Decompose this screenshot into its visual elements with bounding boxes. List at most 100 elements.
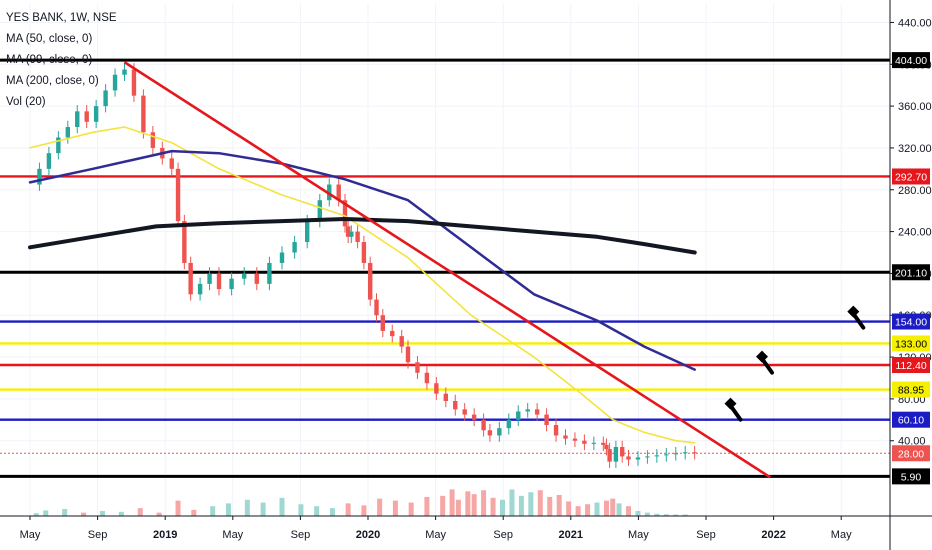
candle-body: [229, 278, 234, 290]
volume-bar: [81, 512, 87, 516]
volume-bar: [137, 508, 143, 516]
y-tick-label: 240.00: [898, 227, 932, 239]
candle-body: [254, 273, 259, 284]
volume-bar: [408, 502, 414, 516]
candle-body: [175, 168, 181, 222]
candle-body: [84, 111, 89, 122]
chart-title: YES BANK, 1W, NSE: [6, 12, 117, 24]
candle-body: [197, 283, 203, 295]
price-level-badge: [892, 335, 930, 352]
y-tick-label: 320.00: [898, 143, 932, 155]
candle-body: [601, 442, 606, 445]
candle-body: [374, 299, 379, 316]
candle-body: [607, 449, 612, 462]
candle-body: [345, 226, 351, 237]
candle-body: [46, 153, 52, 169]
y-tick-label: 280.00: [898, 185, 932, 197]
candle-body: [673, 453, 678, 455]
volume-bar: [329, 508, 335, 516]
candle-body: [279, 252, 285, 263]
candle-body: [103, 90, 108, 107]
candle-body: [361, 242, 367, 263]
hammer-marker-1: [724, 397, 743, 422]
volume-bar: [298, 504, 304, 516]
candle-body: [620, 446, 625, 457]
x-tick-label: Sep: [696, 529, 716, 541]
volume-bar: [361, 505, 367, 516]
candle-body: [544, 414, 549, 426]
volume-bar: [585, 504, 591, 516]
volume-bar: [260, 502, 266, 516]
hammer-marker-2: [756, 350, 774, 375]
y-tick-label: 440.00: [898, 17, 932, 29]
candle-body: [37, 168, 42, 185]
x-tick-label: May: [831, 529, 852, 541]
price-level-label: 60.10: [898, 415, 924, 427]
candle-body: [380, 315, 385, 331]
price-level-badge: [892, 357, 930, 374]
candle-body: [563, 435, 568, 439]
candle-body: [453, 400, 458, 410]
candle-body: [65, 127, 70, 138]
volume-bar: [682, 514, 688, 516]
x-tick-label: 2020: [356, 529, 380, 541]
volume-bar: [471, 494, 477, 516]
volume-bar: [210, 506, 216, 516]
hammer-handle: [760, 356, 774, 375]
ma-layer: [28, 126, 697, 444]
price-level-label: 154.00: [895, 317, 927, 329]
volume-bar: [279, 497, 285, 516]
y-tick-label: 360.00: [898, 101, 932, 113]
volume-bar: [644, 512, 650, 516]
volume-bar: [156, 512, 162, 516]
trend-line: [123, 61, 771, 479]
volume-bar: [575, 506, 581, 516]
volume-bar: [537, 490, 543, 516]
annot-layer: [724, 305, 866, 422]
candle-body: [462, 409, 467, 415]
candle-body: [131, 69, 137, 96]
candle-body: [497, 428, 502, 436]
volume-bar: [175, 500, 181, 516]
legend-ma-99: MA (99, close, 0): [6, 54, 93, 66]
price-level-badge: [892, 313, 930, 330]
volume-bar: [440, 495, 446, 516]
volume-bar: [244, 499, 250, 516]
volume-bar: [449, 489, 455, 516]
price-level-label: 201.10: [895, 267, 927, 279]
candle-body: [683, 452, 688, 454]
volume-bar: [663, 514, 669, 516]
price-level-label: 292.70: [895, 171, 927, 183]
price-level-label: 88.95: [898, 385, 924, 397]
volume-bar: [465, 491, 471, 516]
candle-body: [305, 221, 310, 243]
candle-body: [336, 184, 341, 201]
ma-line-1: [28, 149, 696, 371]
volume-bar: [62, 509, 68, 516]
x-tick-label: 2021: [559, 529, 583, 541]
candle-body: [368, 262, 373, 300]
candle-body: [216, 273, 222, 290]
candle-body: [591, 442, 597, 444]
candle-body: [188, 262, 193, 295]
level-labels: 404.00 292.70 201.10 154.00 133.00 112.40 88.9…: [892, 52, 930, 485]
candle-body: [415, 362, 420, 373]
volume-bar: [191, 509, 197, 516]
candle-body: [664, 454, 669, 456]
volume-bar: [509, 489, 515, 516]
price-level-badge: [892, 264, 930, 281]
candle-body: [355, 231, 360, 243]
candle-body: [399, 336, 404, 347]
x-tick-label: May: [20, 529, 41, 541]
x-tick-label: May: [222, 529, 243, 541]
candle-body: [534, 409, 540, 415]
volume-bar: [33, 513, 39, 516]
hammer-handle: [728, 403, 743, 422]
legend-volume: Vol (20): [6, 96, 46, 108]
x-tick-label: 2019: [153, 529, 177, 541]
volume-layer: [33, 489, 688, 516]
candle-body: [292, 242, 297, 253]
